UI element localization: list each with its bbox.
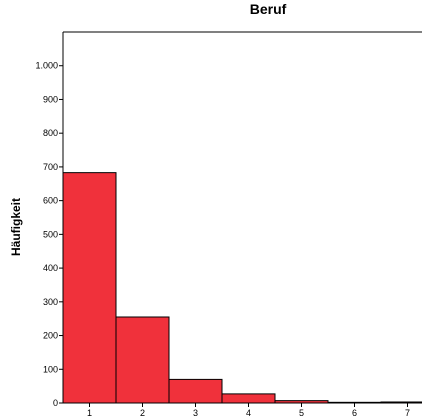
histogram-bar bbox=[221, 393, 276, 404]
histogram-bar bbox=[327, 401, 382, 404]
y-tick-label: 300 bbox=[43, 297, 58, 307]
y-tick-label: 500 bbox=[43, 229, 58, 239]
y-axis-label: Häufigkeit bbox=[9, 198, 23, 256]
y-tick-label: 700 bbox=[43, 162, 58, 172]
x-tick-label: 4 bbox=[246, 408, 251, 416]
y-tick-label: 200 bbox=[43, 331, 58, 341]
histogram-bar bbox=[274, 400, 329, 404]
x-tick-label: 1 bbox=[87, 408, 92, 416]
chart-title: Beruf bbox=[250, 1, 287, 17]
histogram-bar bbox=[168, 378, 223, 404]
x-tick-label: 3 bbox=[193, 408, 198, 416]
y-tick-label: 100 bbox=[43, 364, 58, 374]
y-tick-label: 900 bbox=[43, 94, 58, 104]
y-tick-label: 400 bbox=[43, 263, 58, 273]
x-tick-label: 2 bbox=[140, 408, 145, 416]
histogram-bar bbox=[115, 316, 170, 404]
y-tick-label: 600 bbox=[43, 196, 58, 206]
x-tick-label: 5 bbox=[299, 408, 304, 416]
y-tick-label: 800 bbox=[43, 128, 58, 138]
plot-area: 0 100 200 300 400 500 600 700 800 900 1.000 1 2 3 4 5 6 7 bbox=[35, 31, 422, 416]
histogram-bar bbox=[62, 172, 117, 404]
y-tick-label: 0 bbox=[53, 398, 58, 408]
x-tick-label: 7 bbox=[405, 408, 410, 416]
y-tick-label: 1.000 bbox=[35, 61, 58, 71]
histogram-bar bbox=[380, 401, 422, 404]
x-tick-label: 6 bbox=[352, 408, 357, 416]
